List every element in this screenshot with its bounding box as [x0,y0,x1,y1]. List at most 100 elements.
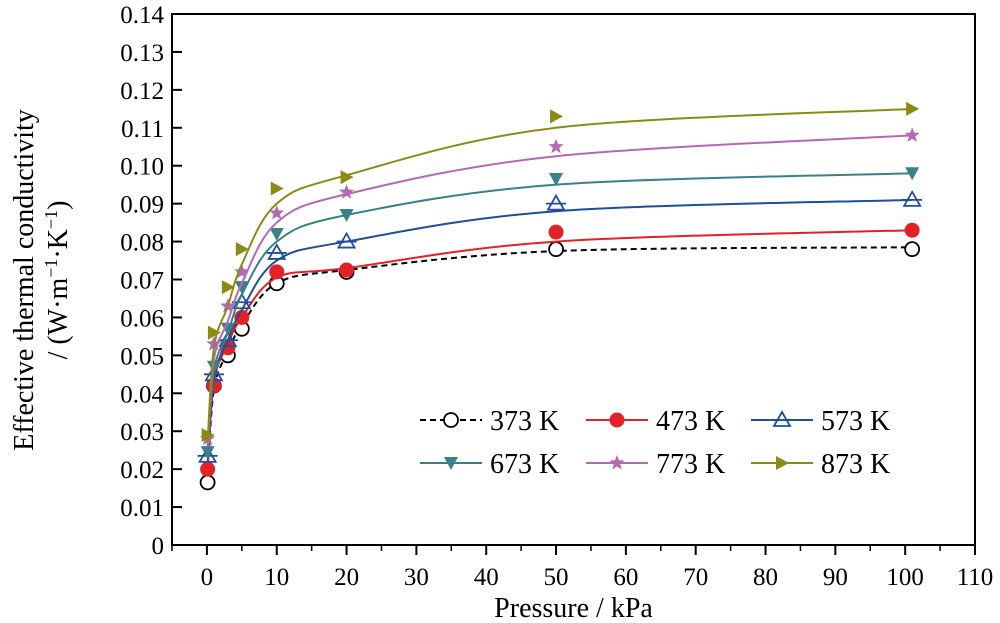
data-point [550,109,564,124]
data-point [546,193,567,211]
legend-item: 673 K [420,449,559,480]
data-point [336,231,357,249]
x-axis-title: Pressure / kPa [494,593,653,623]
data-point [444,457,458,470]
fit-line [206,229,913,470]
x-tick-label: 50 [544,564,569,591]
data-point [772,410,792,427]
legend-item: 573 K [751,406,890,437]
x-tick-label: 30 [404,564,429,591]
y-tick-label: 0.09 [120,192,164,219]
data-point [548,224,564,240]
data-point [201,428,215,443]
y-tick-label: 0.04 [120,381,164,408]
data-point [340,170,354,185]
series-473-k [200,222,920,477]
marker-triangle-shape [204,364,224,382]
data-point [339,262,355,278]
y-tick-label: 0.08 [120,230,164,257]
x-axis: 0 10 20 30 40 50 60 70 80 90 100 110 [171,545,994,591]
data-point [905,167,920,181]
legend-label: 473 K [656,406,725,437]
marker-triangle-shape [772,410,792,427]
data-point [339,209,354,223]
legend-label: 873 K [821,449,890,480]
data-point [906,101,920,116]
y-tick-label: 0 [152,533,165,560]
data-point [221,280,235,295]
x-tick-label: 60 [613,564,638,591]
legend: 373 K 473 K 573 K 673 K 773 K 873 K [420,406,890,480]
y-tick-label: 0.05 [120,343,164,370]
marker-triangle-shape [267,243,287,260]
y-axis: 0 0.01 0.02 0.03 0.04 0.05 0.06 0.07 0.08 0.09 0.1… [120,2,182,560]
y-tick-label: 0.01 [120,495,164,522]
data-point [234,281,249,295]
x-tick-label: 90 [823,564,848,591]
x-tick-label: 20 [334,564,359,591]
y-tick-label: 0.06 [120,305,164,332]
data-point [200,446,215,460]
fit-line [206,172,913,455]
y-tick-label: 0.11 [121,116,164,143]
series-873-k [201,101,920,443]
series-373-k [199,241,921,491]
data-point [217,330,238,348]
data-point [269,264,285,280]
y-axis-title: Effective thermal conductivity / (W·m−1·… [9,109,74,451]
legend-label: 673 K [490,449,559,480]
fit-line [206,134,913,447]
data-point [199,474,216,491]
marker-triangle-shape [902,190,922,207]
data-point [206,360,221,374]
legend-label: 773 K [656,449,725,480]
y-axis-title-line2: / (W·m−1·K−1) [41,201,74,360]
x-tick-label: 10 [264,564,289,591]
data-point [548,138,564,154]
marker-triangle-shape [546,193,566,211]
series-673-k [200,167,920,460]
data-point [220,322,235,336]
legend-item: 873 K [751,449,890,480]
x-tick-label: 100 [886,564,924,591]
data-point [904,222,920,238]
y-tick-label: 0.14 [120,2,164,29]
y-tick-label: 0.02 [120,457,164,484]
y-tick-label: 0.12 [120,78,164,105]
data-point [443,412,459,428]
y-tick-label: 0.10 [120,154,164,181]
legend-item: 773 K [586,449,725,480]
data-point [776,456,789,470]
marker-triangle-shape [337,231,357,249]
data-point [904,241,921,258]
x-tick-label: 40 [474,564,499,591]
data-point [270,181,284,196]
fit-line [206,107,913,443]
legend-item: 473 K [586,406,725,437]
x-tick-label: 110 [957,564,994,591]
data-point [235,242,249,257]
data-point [338,184,355,199]
y-axis-title-line1: Effective thermal conductivity [9,109,40,451]
data-point [269,227,284,241]
legend-item: 373 K [420,406,559,437]
data-point [902,190,923,207]
legend-label: 373 K [490,406,559,437]
data-point [904,127,920,142]
x-tick-label: 0 [201,564,214,591]
y-tick-label: 0.07 [120,268,164,295]
fit-line [206,246,913,477]
y-tick-label: 0.13 [120,40,164,67]
data-point [609,412,625,428]
marker-triangle-shape [218,330,238,348]
data-point [234,263,250,279]
y-tick-label: 0.03 [120,419,164,446]
plot-area [197,101,923,491]
data-point [269,205,285,220]
data-point [609,455,625,470]
fit-line [206,198,913,462]
data-point [549,172,564,186]
data-point [548,241,564,258]
data-point [266,243,287,260]
